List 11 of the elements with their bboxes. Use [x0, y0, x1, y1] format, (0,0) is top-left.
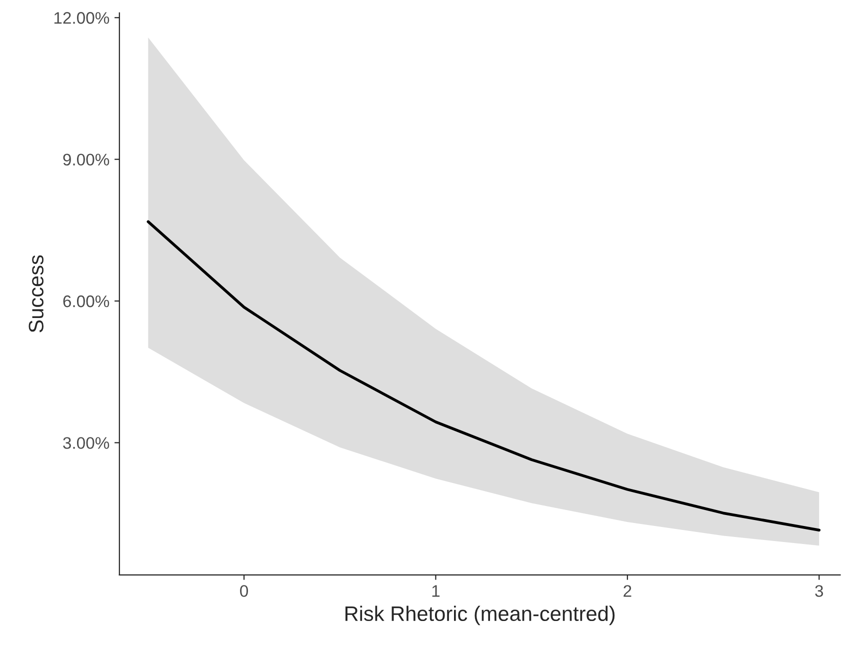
y-tick-label: 6.00% [63, 295, 110, 308]
x-axis-title: Risk Rhetoric (mean-centred) [345, 606, 615, 626]
y-tick-label: 9.00% [63, 154, 110, 166]
x-tick-label: 0 [240, 585, 248, 597]
line-series [146, 220, 821, 532]
y-tick-label: 3.00% [63, 437, 110, 449]
y-tick-label: 12.00% [54, 12, 110, 24]
x-tick-label: 2 [624, 585, 632, 597]
x-tick-label: 1 [432, 585, 440, 597]
x-tick-label: 3 [815, 585, 824, 597]
y-axis-title: Success [28, 255, 44, 332]
